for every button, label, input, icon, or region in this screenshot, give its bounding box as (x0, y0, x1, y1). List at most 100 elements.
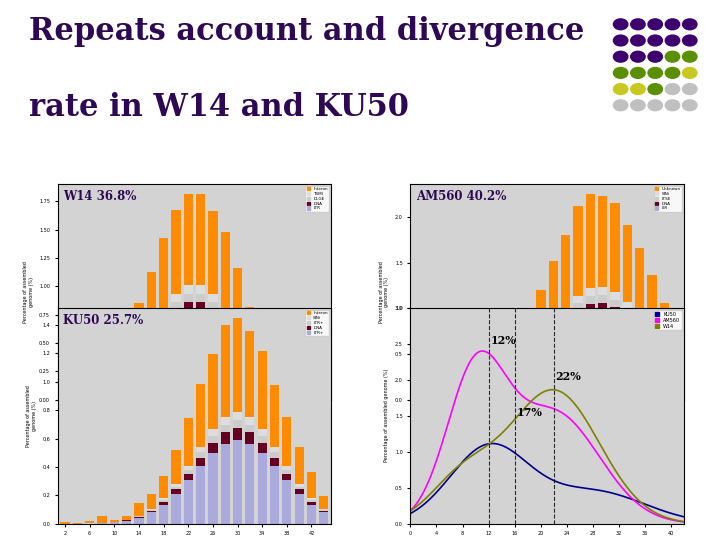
Bar (159, 502, 168, 504)
Bar (561, 235, 570, 308)
Y-axis label: Percentage of assembled
genome (%): Percentage of assembled genome (%) (23, 261, 34, 322)
Bar (258, 453, 267, 524)
Bar (171, 494, 181, 524)
Bar (585, 296, 595, 304)
Legend: KU50, AM560, W14: KU50, AM560, W14 (654, 310, 682, 330)
Bar (307, 498, 316, 500)
Bar (660, 349, 669, 352)
Bar (270, 381, 279, 382)
Bar (623, 327, 632, 400)
Bar (109, 382, 119, 384)
KU50 (487, 440, 496, 447)
Bar (474, 384, 484, 391)
Bar (573, 295, 582, 303)
Bar (147, 335, 156, 340)
Bar (171, 489, 181, 494)
Bar (147, 510, 156, 511)
Bar (233, 340, 242, 347)
Bar (220, 316, 230, 323)
Bar (196, 314, 205, 400)
Bar (623, 309, 632, 316)
Bar (487, 387, 496, 388)
Bar (97, 388, 107, 389)
Bar (524, 317, 534, 355)
Bar (258, 335, 267, 366)
Bar (109, 379, 119, 381)
Bar (585, 316, 595, 400)
Bar (598, 197, 607, 287)
Bar (319, 509, 328, 510)
Bar (122, 521, 131, 524)
Bar (294, 394, 304, 395)
Bar (246, 432, 254, 444)
Bar (220, 333, 230, 400)
Bar (536, 348, 546, 354)
Bar (307, 502, 316, 504)
Bar (184, 194, 193, 286)
Text: W14 36.8%: W14 36.8% (63, 190, 137, 203)
Bar (598, 303, 607, 315)
Bar (647, 349, 657, 400)
AM560 (478, 348, 487, 354)
Bar (208, 211, 217, 294)
Bar (611, 319, 620, 400)
Bar (500, 379, 509, 380)
Bar (97, 389, 107, 390)
AM560 (680, 519, 688, 525)
Bar (512, 341, 521, 368)
Bar (500, 382, 509, 384)
Bar (135, 353, 143, 356)
Text: 17%: 17% (516, 407, 542, 418)
Bar (85, 386, 94, 394)
Bar (561, 321, 570, 330)
Bar (184, 474, 193, 481)
Bar (307, 388, 316, 397)
Bar (184, 302, 193, 314)
Bar (159, 310, 168, 316)
Bar (122, 374, 131, 400)
AM560 (570, 419, 578, 426)
Bar (60, 522, 70, 524)
Bar (135, 362, 143, 400)
Bar (487, 388, 496, 390)
KU50 (631, 497, 639, 504)
Bar (500, 359, 509, 379)
Bar (672, 368, 681, 372)
Bar (270, 382, 279, 384)
Bar (524, 358, 534, 361)
Bar (585, 304, 595, 316)
Bar (135, 503, 143, 516)
Legend: Interon, TSMI, DLGE, DNA, LTR: Interon, TSMI, DLGE, DNA, LTR (305, 186, 329, 212)
AM560 (554, 408, 563, 414)
Bar (147, 347, 156, 400)
Bar (246, 362, 254, 400)
KU50 (554, 480, 563, 486)
Bar (220, 432, 230, 444)
KU50 (680, 514, 688, 520)
Bar (258, 368, 267, 371)
Bar (536, 343, 546, 348)
KU50 (406, 510, 415, 517)
Bar (233, 335, 242, 340)
Bar (246, 349, 254, 353)
Bar (246, 353, 254, 356)
Bar (573, 322, 582, 400)
Bar (294, 487, 304, 489)
Bar (270, 384, 279, 400)
Bar (307, 504, 316, 524)
Bar (647, 338, 657, 342)
Bar (426, 398, 435, 399)
Bar (135, 303, 143, 349)
Bar (233, 421, 242, 428)
Bar (122, 339, 131, 366)
Bar (196, 458, 205, 466)
Bar (524, 361, 534, 366)
W14 (406, 508, 415, 514)
Bar (282, 390, 292, 391)
Bar (500, 384, 509, 400)
Text: 22%: 22% (556, 371, 582, 382)
Bar (109, 381, 119, 382)
Bar (233, 440, 242, 524)
Line: W14: W14 (410, 390, 684, 522)
Bar (474, 394, 484, 400)
